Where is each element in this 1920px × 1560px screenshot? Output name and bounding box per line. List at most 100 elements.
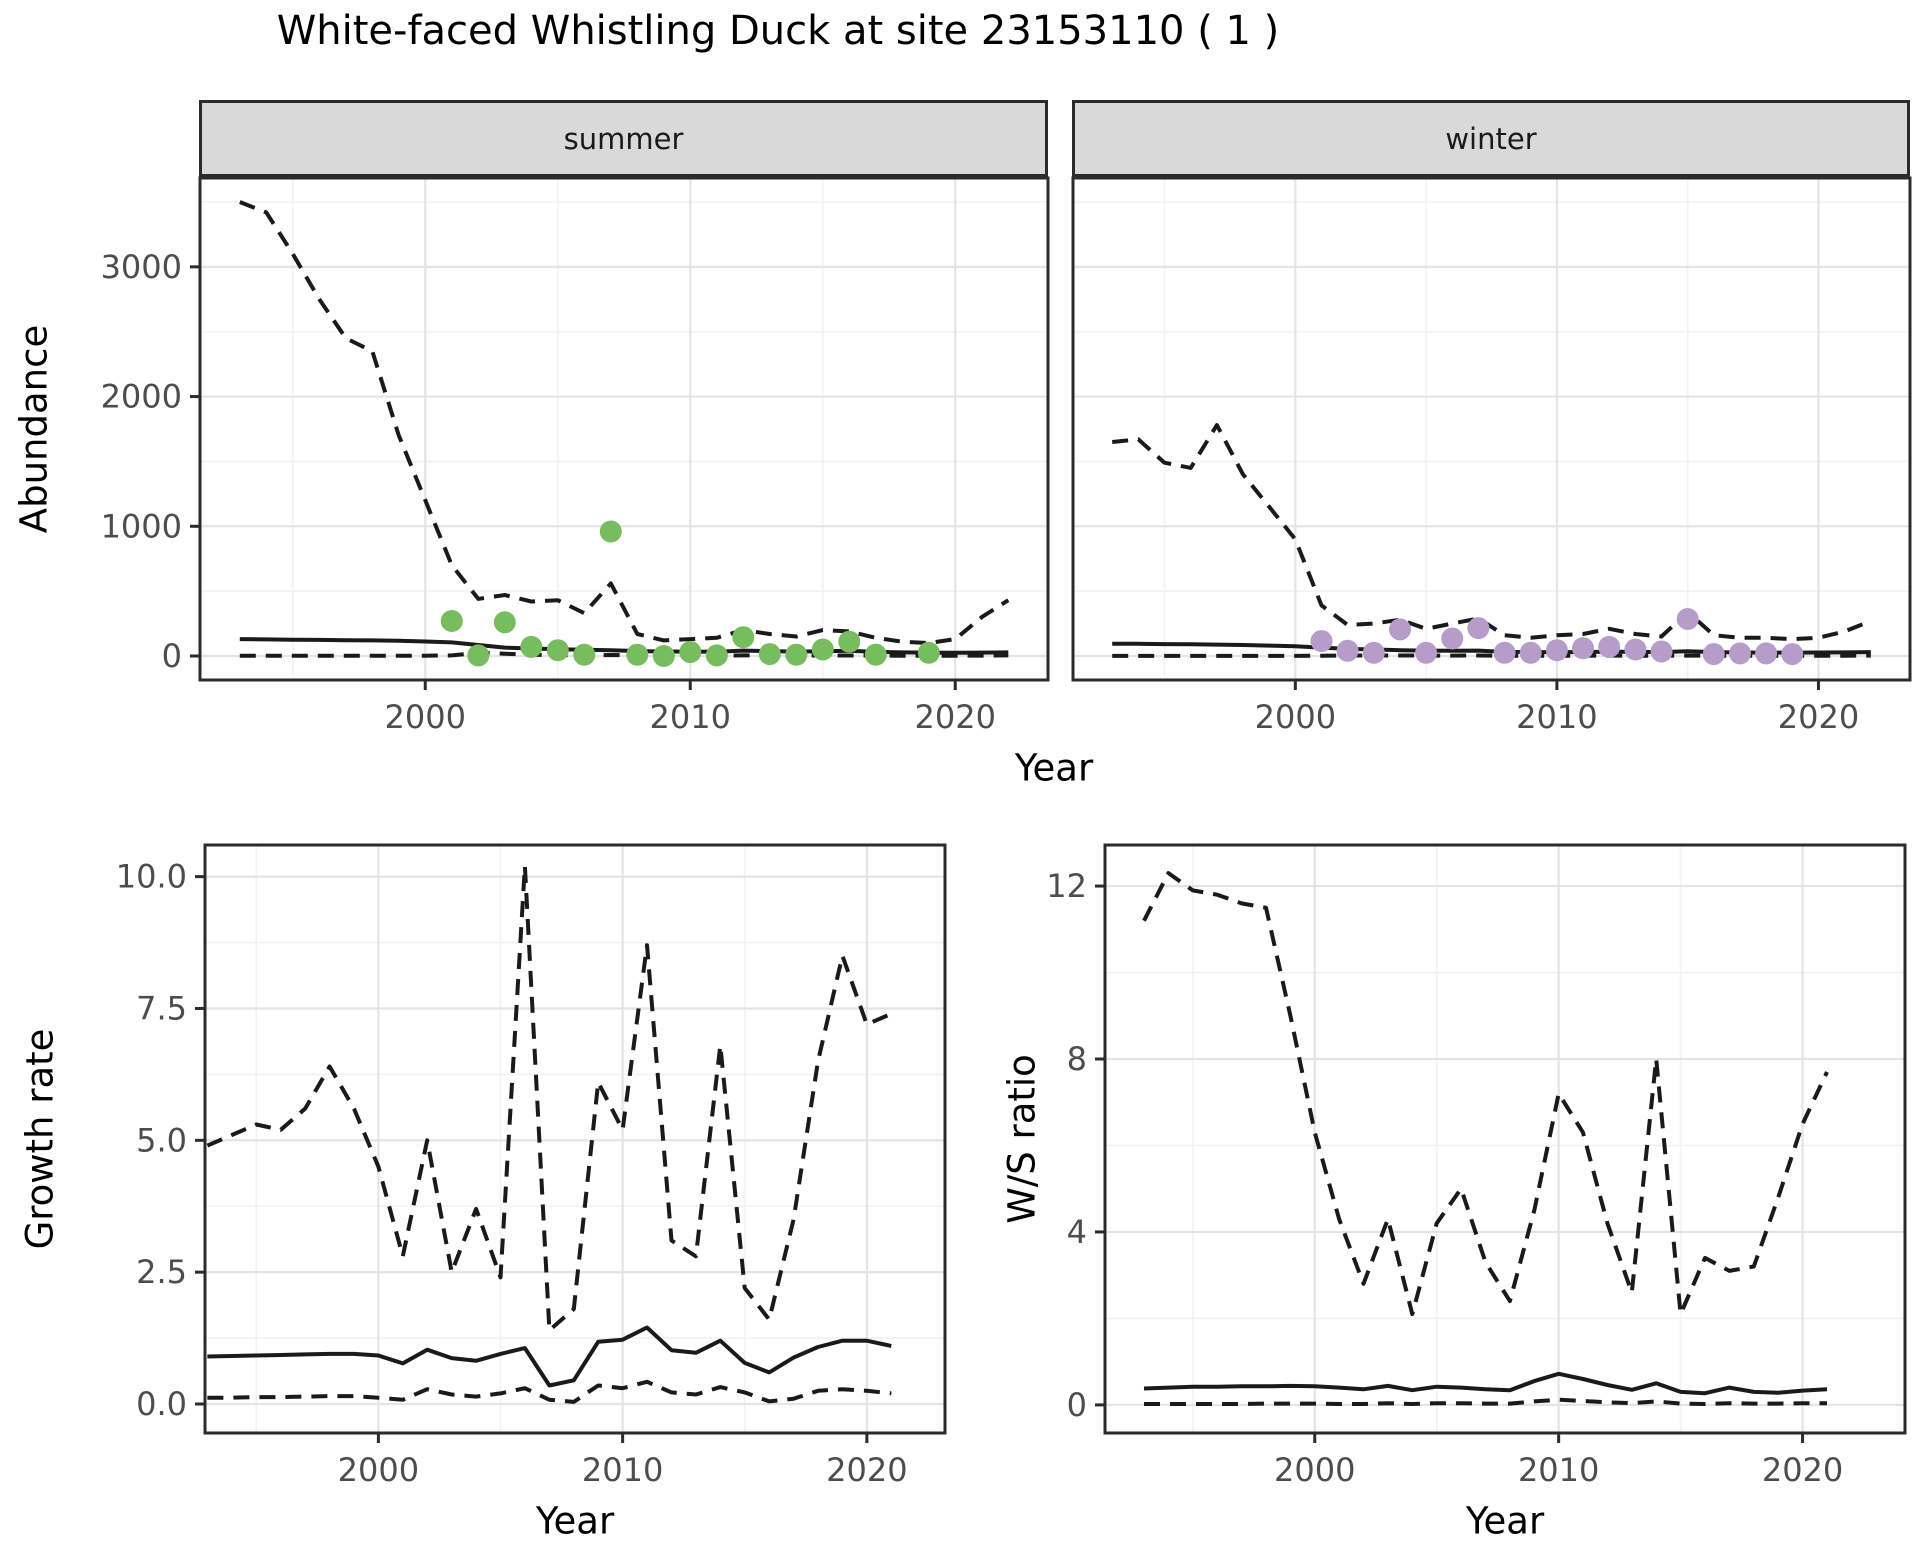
y-tick-label: 12: [1046, 867, 1087, 905]
facet-strip-winter-label: winter: [1445, 121, 1537, 156]
x-tick-label: 2010: [650, 698, 731, 736]
series-ci-upper: [1112, 423, 1872, 642]
top-year-axis-title: Year: [1014, 746, 1094, 790]
x-axis-ticks: 2000 2010 2020: [1274, 1433, 1843, 1489]
series-ci-upper: [206, 864, 893, 1333]
data-point: [520, 635, 543, 658]
y-axis-ticks: 0 1000 2000 3000: [101, 248, 200, 675]
y-tick-label: 0: [1067, 1386, 1087, 1424]
data-point: [440, 610, 463, 632]
gridlines-major: [1105, 845, 1905, 1433]
data-point: [785, 643, 808, 666]
gridlines-minor: [200, 178, 1048, 680]
x-tick-label: 2020: [1778, 698, 1859, 736]
data-point: [626, 643, 649, 666]
y-tick-label: 1000: [101, 507, 182, 545]
series-lines: [1112, 423, 1872, 658]
data-point: [1781, 643, 1804, 666]
data-point: [1755, 642, 1778, 665]
series-ci-lower: [207, 1379, 892, 1404]
y-axis-ticks: 0.0 2.5 5.0 7.5 10.0: [116, 858, 205, 1423]
series-ci-upper: [1142, 871, 1829, 1317]
y-tick-label: 0.0: [136, 1385, 187, 1423]
growth-rate-axis-title: Growth rate: [18, 1028, 62, 1250]
x-tick-label: 2020: [1762, 1451, 1843, 1489]
data-point: [1598, 635, 1621, 658]
data-point: [917, 641, 940, 664]
data-point: [1389, 618, 1411, 641]
series-ci-lower: [1144, 1397, 1827, 1406]
figure-title: White-faced Whistling Duck at site 23153…: [276, 8, 1280, 54]
gridlines-major: [205, 845, 945, 1433]
y-tick-label: 5.0: [136, 1121, 187, 1159]
y-tick-label: 3000: [101, 248, 182, 286]
data-point: [758, 643, 781, 666]
x-axis-ticks: 2000 2010 2020: [338, 1433, 908, 1489]
facet-strip-summer: summer: [199, 100, 1048, 178]
x-tick-label: 2010: [1516, 698, 1597, 736]
gridlines-minor: [205, 845, 945, 1433]
data-point: [546, 639, 569, 662]
data-point: [1572, 637, 1594, 660]
data-point: [1729, 642, 1751, 665]
abundance-axis-title: Abundance: [12, 324, 56, 534]
panel-border: [198, 176, 1050, 682]
growth-rate-plot: 2000 2010 2020 0.0 2.5 5.0 7.5 10.0: [116, 843, 947, 1489]
gridlines-minor: [1073, 178, 1910, 680]
data-point: [1441, 627, 1464, 650]
x-tick-label: 2010: [1518, 1451, 1599, 1489]
x-axis-ticks: 2000 2010 2020: [1255, 680, 1859, 736]
x-tick-label: 2020: [826, 1451, 907, 1489]
data-point: [1650, 640, 1673, 663]
ws-ratio-axis-title: W/S ratio: [1000, 1054, 1044, 1224]
x-tick-label: 2000: [385, 698, 466, 736]
y-tick-label: 0: [162, 637, 182, 675]
y-tick-label: 7.5: [136, 989, 187, 1027]
data-point: [652, 645, 675, 667]
y-tick-label: 4: [1067, 1213, 1087, 1251]
series-median: [1143, 1371, 1828, 1396]
data-point: [1702, 643, 1725, 666]
summer-abundance-plot: 2000 2010 2020 0 1000 2000 3000: [101, 176, 1050, 736]
ws-ratio-plot: 2000 2010 2020 0 4 8 12: [1046, 843, 1907, 1489]
y-tick-label: 10.0: [116, 858, 187, 896]
data-point: [467, 644, 490, 667]
data-point: [573, 643, 596, 666]
gridlines-minor: [1105, 845, 1905, 1433]
gridlines-major: [1073, 178, 1910, 680]
x-tick-label: 2000: [1255, 698, 1336, 736]
y-tick-label: 8: [1067, 1040, 1087, 1078]
x-tick-label: 2010: [582, 1451, 663, 1489]
y-tick-label: 2000: [101, 378, 182, 416]
ws-year-axis-title: Year: [1465, 1499, 1545, 1543]
data-point: [705, 644, 728, 667]
gridlines-major: [200, 178, 1048, 680]
data-point: [1676, 608, 1699, 630]
data-point: [811, 638, 834, 661]
growth-year-axis-title: Year: [535, 1499, 615, 1543]
series-lines: [206, 864, 893, 1404]
facet-strip-summer-label: summer: [563, 121, 684, 156]
data-point: [493, 611, 516, 634]
series-lines: [239, 200, 1010, 658]
observed-abundance-summer: [440, 520, 940, 667]
panel-border: [1071, 176, 1912, 682]
y-tick-label: 2.5: [136, 1253, 187, 1291]
series-ci-upper: [239, 200, 1010, 645]
data-point: [1545, 639, 1568, 662]
x-tick-label: 2020: [915, 698, 996, 736]
x-axis-ticks: 2000 2010 2020: [385, 680, 996, 736]
facet-strip-winter: winter: [1072, 100, 1910, 178]
data-point: [1519, 641, 1542, 664]
data-point: [599, 520, 622, 543]
winter-abundance-plot: 2000 2010 2020: [1071, 176, 1912, 736]
data-point: [1415, 641, 1438, 664]
data-point: [1493, 641, 1516, 664]
x-tick-label: 2000: [1274, 1451, 1355, 1489]
data-point: [1624, 638, 1647, 661]
panel-border: [1103, 843, 1907, 1435]
data-point: [1362, 641, 1385, 664]
observed-abundance-winter: [1310, 608, 1804, 666]
data-point: [838, 630, 861, 653]
